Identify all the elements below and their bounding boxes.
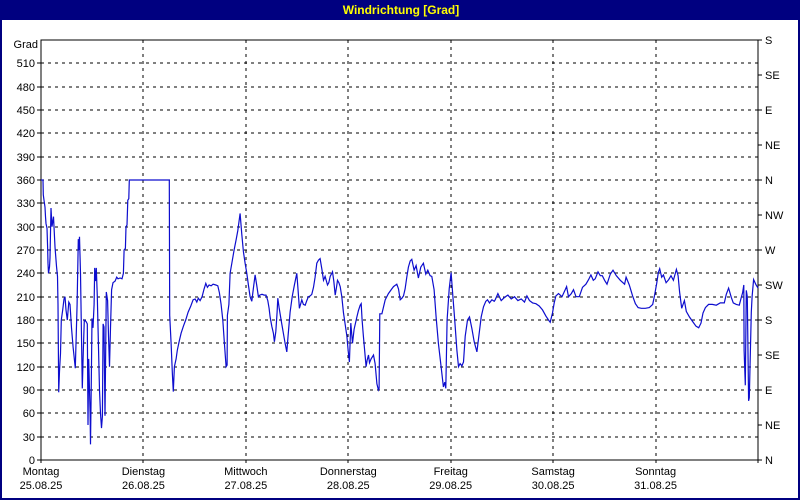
x-date-label: 30.08.25 — [532, 480, 575, 492]
y-left-tick-label: 300 — [17, 222, 35, 234]
x-date-label: 25.08.25 — [20, 480, 63, 492]
y-right-tick-label: E — [765, 105, 772, 117]
y-left-tick-label: 480 — [17, 82, 35, 94]
x-day-label: Dienstag — [122, 466, 165, 478]
x-day-label: Mittwoch — [224, 466, 267, 478]
y-left-tick-label: 240 — [17, 268, 35, 280]
y-right-tick-label: SE — [765, 350, 780, 362]
x-date-label: 28.08.25 — [327, 480, 370, 492]
y-left-tick-label: 420 — [17, 128, 35, 140]
y-left-tick-label: 120 — [17, 362, 35, 374]
x-date-label: 29.08.25 — [429, 480, 472, 492]
x-date-label: 27.08.25 — [224, 480, 267, 492]
y-left-tick-label: 150 — [17, 338, 35, 350]
y-right-tick-label: NW — [765, 210, 784, 222]
y-right-tick-label: SE — [765, 70, 780, 82]
x-day-label: Donnerstag — [320, 466, 377, 478]
y-left-tick-label: 0 — [29, 455, 35, 467]
y-right-tick-label: S — [765, 315, 772, 327]
window-title: Windrichtung [Grad] — [343, 3, 460, 17]
y-left-tick-label: 390 — [17, 152, 35, 164]
y-right-tick-label: N — [765, 175, 773, 187]
y-left-tick-label: 510 — [17, 58, 35, 70]
y-right-tick-label: W — [765, 245, 776, 257]
y-left-tick-label: 60 — [23, 408, 35, 420]
plot-area: 0 30 60 90 120 150 180 210 240 270 300 330 360 390 420… — [14, 35, 784, 492]
y-left-tick-label: 360 — [17, 175, 35, 187]
x-day-label: Sonntag — [635, 466, 676, 478]
y-right-tick-label: NE — [765, 420, 780, 432]
y-left-tick-label: 450 — [17, 105, 35, 117]
title-bar — [0, 0, 800, 20]
x-day-label: Freitag — [434, 466, 468, 478]
y-left-tick-label: 90 — [23, 385, 35, 397]
y-left-tick-label: 180 — [17, 315, 35, 327]
y-right-tick-label: SW — [765, 280, 783, 292]
y-right-tick-label: NE — [765, 140, 780, 152]
x-day-label: Montag — [23, 466, 60, 478]
x-date-label: 26.08.25 — [122, 480, 165, 492]
y-left-tick-label: 30 — [23, 432, 35, 444]
y-left-axis-title: Grad — [14, 39, 38, 51]
y-left-tick-label: 270 — [17, 245, 35, 257]
y-right-tick-label: N — [765, 455, 773, 467]
y-right-tick-label: E — [765, 385, 772, 397]
y-left-tick-label: 330 — [17, 198, 35, 210]
y-left-tick-label: 210 — [17, 292, 35, 304]
wind-direction-line — [41, 179, 759, 445]
x-day-label: Samstag — [531, 466, 574, 478]
x-date-label: 31.08.25 — [634, 480, 677, 492]
y-right-tick-label: S — [765, 35, 772, 47]
